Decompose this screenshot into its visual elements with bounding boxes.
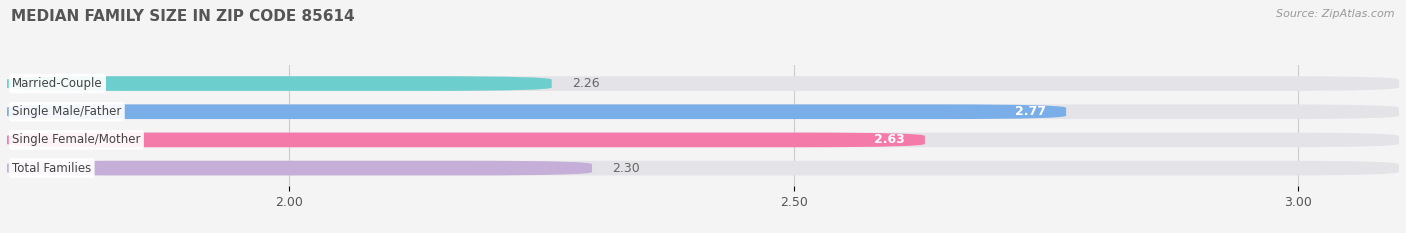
FancyBboxPatch shape bbox=[7, 104, 1066, 119]
Text: Single Female/Mother: Single Female/Mother bbox=[13, 134, 141, 146]
FancyBboxPatch shape bbox=[7, 133, 925, 147]
FancyBboxPatch shape bbox=[7, 133, 1399, 147]
FancyBboxPatch shape bbox=[7, 161, 592, 175]
Text: Source: ZipAtlas.com: Source: ZipAtlas.com bbox=[1277, 9, 1395, 19]
FancyBboxPatch shape bbox=[7, 76, 1399, 91]
Text: 2.30: 2.30 bbox=[612, 161, 640, 175]
FancyBboxPatch shape bbox=[7, 76, 551, 91]
Text: Married-Couple: Married-Couple bbox=[13, 77, 103, 90]
Text: 2.63: 2.63 bbox=[875, 134, 904, 146]
Text: MEDIAN FAMILY SIZE IN ZIP CODE 85614: MEDIAN FAMILY SIZE IN ZIP CODE 85614 bbox=[11, 9, 354, 24]
Text: 2.77: 2.77 bbox=[1015, 105, 1046, 118]
Text: Single Male/Father: Single Male/Father bbox=[13, 105, 121, 118]
FancyBboxPatch shape bbox=[7, 161, 1399, 175]
Text: 2.26: 2.26 bbox=[572, 77, 599, 90]
FancyBboxPatch shape bbox=[7, 104, 1399, 119]
Text: Total Families: Total Families bbox=[13, 161, 91, 175]
